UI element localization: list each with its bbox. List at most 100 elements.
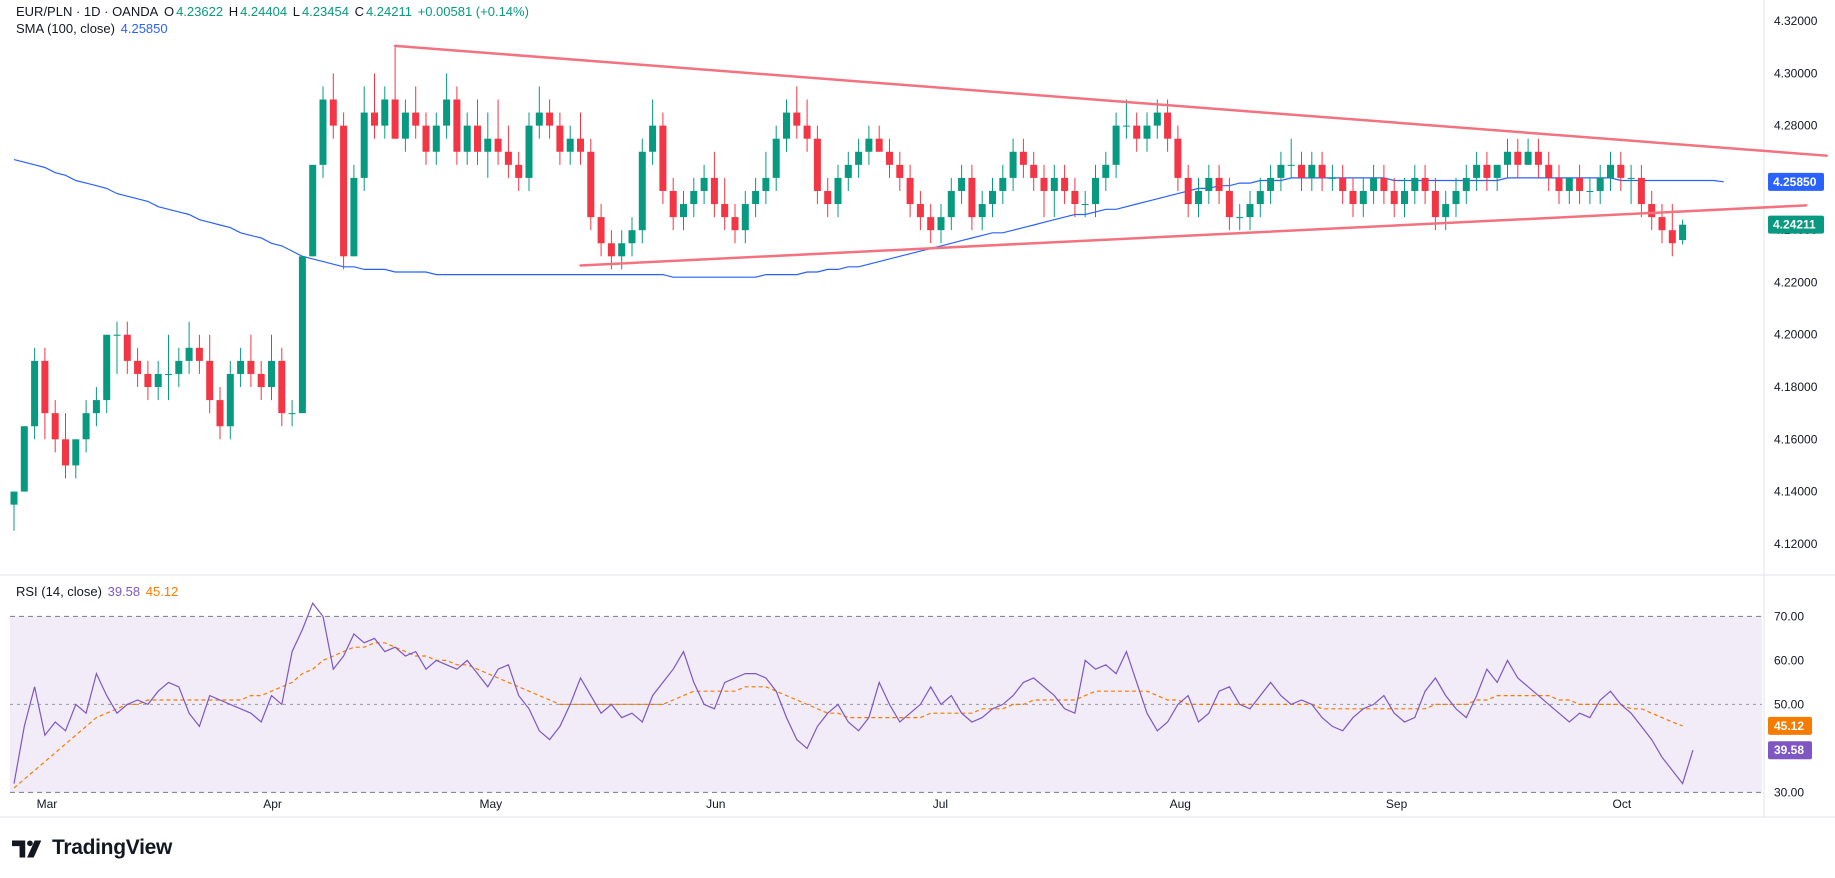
price-gridlines [0, 0, 1835, 818]
candle-up [628, 230, 636, 244]
candle-up [855, 151, 863, 165]
candle-down [824, 190, 832, 205]
price-badge [1768, 172, 1824, 191]
rsi-line [13, 601, 1694, 785]
candle-down [216, 400, 224, 427]
candle-down [422, 125, 430, 152]
candle-up [1565, 177, 1573, 191]
candle-up [525, 125, 533, 178]
candle-down [1030, 164, 1038, 178]
candle-up [947, 190, 955, 218]
candle-up [309, 164, 317, 257]
candle-down [1215, 177, 1223, 191]
candle-up [237, 360, 245, 374]
candle-up [1081, 204, 1089, 206]
sma-line-group [13, 159, 1724, 278]
price-tick-label: 4.28000 [1774, 119, 1818, 133]
price-tick-label: 4.32000 [1774, 14, 1818, 28]
symbol-label[interactable]: EUR/PLN · 1D · OANDA [16, 4, 159, 19]
candle-up [649, 125, 657, 152]
candle-up [1370, 177, 1378, 191]
high-label: H [228, 4, 239, 19]
candle-down [1390, 190, 1398, 205]
time-tick-label: Mar [37, 797, 58, 811]
candle-up [989, 190, 996, 205]
price-tick-label: 4.30000 [1774, 66, 1818, 80]
candle-up [350, 177, 358, 257]
candle-down [340, 125, 348, 257]
time-tick-label: May [480, 797, 503, 811]
candle-up [834, 177, 842, 205]
candle-up [741, 204, 749, 231]
candle-up [1679, 224, 1687, 241]
candle-down [669, 190, 677, 218]
candle-up [1493, 164, 1501, 178]
price-tick-label: 4.16000 [1774, 432, 1818, 446]
rsi-legend[interactable]: RSI (14, close) 39.58 45.12 [16, 584, 180, 599]
candle-down [1019, 151, 1027, 165]
candle-up [298, 256, 306, 414]
candle-up [113, 334, 121, 336]
candle-up [844, 164, 852, 178]
price-tick-label: 4.12000 [1774, 537, 1818, 551]
price-tick-label: 4.22000 [1774, 275, 1818, 289]
candle-up [690, 190, 698, 205]
candle-down [813, 138, 821, 191]
candle-up [1401, 190, 1408, 205]
candle-down [546, 112, 554, 126]
candle-down [123, 334, 131, 361]
candle-down [494, 138, 502, 152]
close-label: C [354, 4, 364, 19]
candles-group [10, 47, 1687, 531]
candle-up [535, 112, 543, 126]
candle-up [1627, 177, 1635, 179]
candle-up [1359, 190, 1367, 205]
change-value: +0.00581 (+0.14%) [417, 4, 529, 19]
candle-up [618, 243, 626, 257]
candle-up [268, 360, 275, 388]
rsi-badge-label: 39.58 [1774, 743, 1804, 757]
candle-up [401, 112, 409, 139]
candle-up [1256, 190, 1264, 205]
candle-down [1174, 138, 1182, 178]
sma-legend[interactable]: SMA (100, close) 4.25850 [16, 21, 170, 36]
candle-down [1576, 177, 1584, 191]
candle-up [360, 112, 368, 178]
tradingview-logo[interactable]: TradingView [12, 836, 172, 860]
candle-down [587, 151, 595, 218]
trendlines-group [393, 44, 1829, 267]
candle-up [20, 426, 28, 492]
candle-up [1143, 125, 1151, 139]
close-value: 4.24211 [365, 4, 412, 19]
candle-down [412, 112, 420, 126]
sma-legend-value: 4.25850 [120, 21, 168, 36]
candle-up [1236, 217, 1244, 219]
time-tick-label: Apr [263, 797, 282, 811]
candle-down [1225, 190, 1233, 218]
candle-up [1328, 177, 1336, 179]
rsi-ma-badge-label: 45.12 [1774, 719, 1804, 733]
rsi-legend-label: RSI (14, close) [16, 584, 102, 599]
price-badge-label: 4.24211 [1773, 218, 1816, 232]
time-axis[interactable]: Mar Apr May Jun Jul Aug Sep Oct [37, 797, 1632, 811]
price-badge [1768, 215, 1824, 234]
rsi-tick-label: 60.00 [1774, 653, 1804, 667]
candle-down [144, 373, 152, 388]
candle-up [999, 177, 1007, 191]
candle-up [1122, 125, 1130, 127]
price-axis[interactable]: 4.12000 4.14000 4.16000 4.18000 4.20000 4.220… [1768, 14, 1824, 551]
candle-up [226, 373, 234, 427]
candle-up [700, 177, 708, 191]
candle-up [566, 138, 574, 152]
candle-down [1658, 217, 1666, 231]
candle-down [1555, 177, 1563, 191]
open-value: 4.23622 [176, 4, 224, 19]
candle-down [1071, 190, 1079, 205]
candle-up [1050, 177, 1058, 191]
open-label: O [163, 4, 175, 19]
candle-down [1421, 177, 1429, 191]
candle-down [278, 360, 286, 414]
candle-up [1596, 177, 1604, 191]
candle-down [968, 177, 976, 218]
